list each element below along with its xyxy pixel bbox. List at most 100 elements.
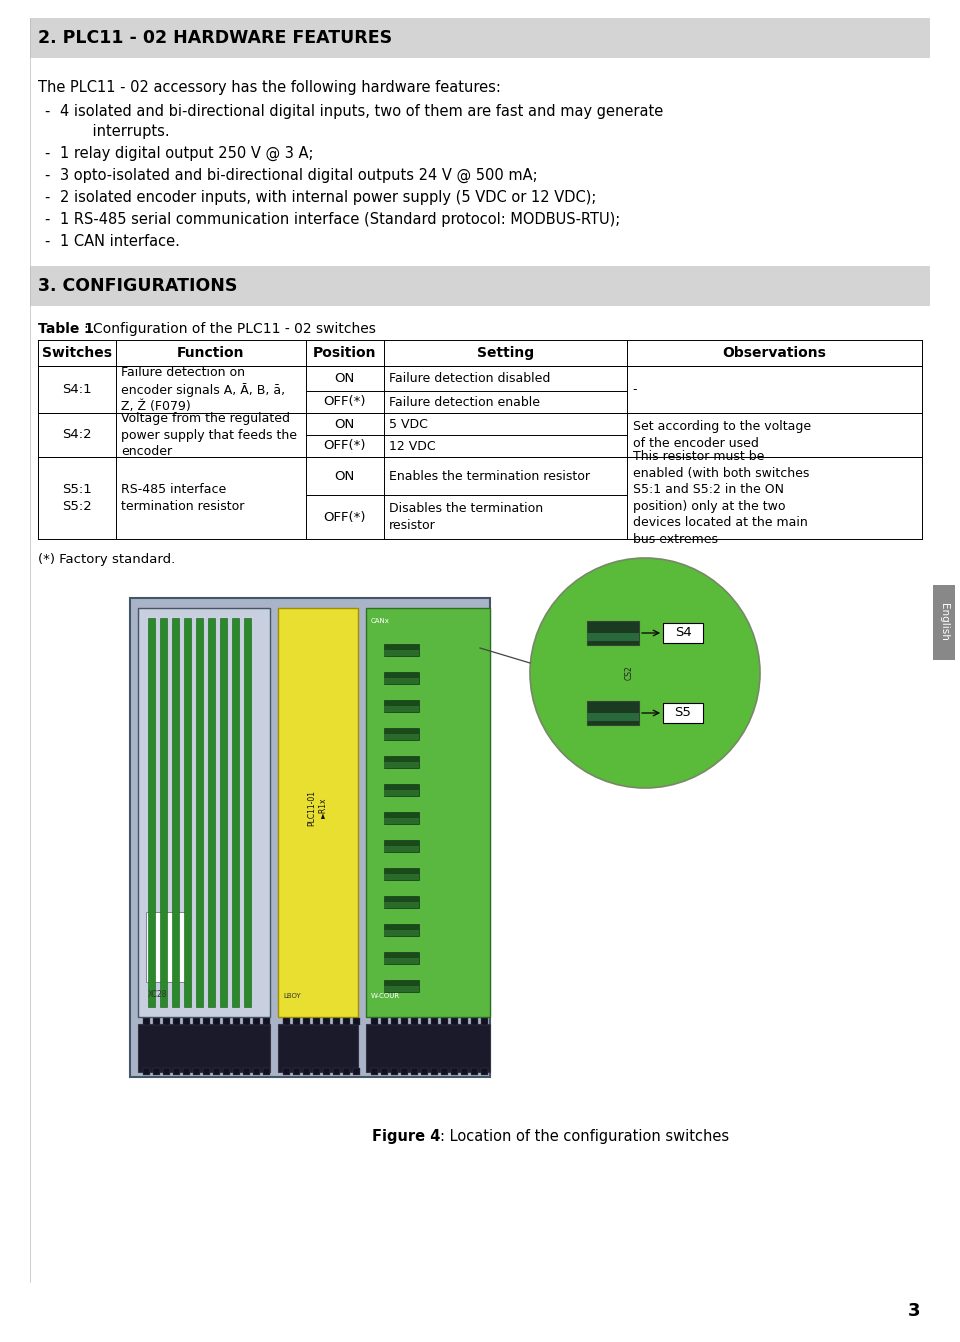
Bar: [481, 1019, 488, 1025]
Bar: [153, 1068, 160, 1075]
Bar: [384, 819, 419, 824]
Bar: [371, 1068, 378, 1075]
Bar: [411, 1068, 418, 1075]
Bar: [401, 1019, 408, 1025]
Text: S4:2: S4:2: [62, 428, 92, 442]
Bar: [263, 1068, 270, 1075]
Bar: [220, 619, 227, 1006]
Bar: [203, 1068, 210, 1075]
Bar: [481, 1068, 488, 1075]
Bar: [172, 619, 179, 1006]
Bar: [283, 1068, 290, 1075]
Bar: [153, 1019, 160, 1025]
Bar: [384, 701, 419, 713]
Bar: [381, 1019, 388, 1025]
Bar: [213, 1019, 220, 1025]
Bar: [183, 1019, 190, 1025]
Text: -: -: [44, 234, 49, 250]
Text: 5 VDC: 5 VDC: [389, 417, 427, 431]
Text: OFF(*): OFF(*): [324, 510, 366, 523]
Circle shape: [530, 558, 760, 788]
Bar: [343, 1019, 350, 1025]
Bar: [333, 1019, 340, 1025]
Bar: [587, 621, 639, 646]
Bar: [587, 633, 639, 641]
Bar: [244, 619, 251, 1006]
Bar: [384, 727, 419, 739]
Bar: [384, 756, 419, 768]
Bar: [381, 1068, 388, 1075]
Bar: [431, 1019, 438, 1025]
Text: Disables the termination
resistor: Disables the termination resistor: [389, 502, 542, 531]
Bar: [421, 1019, 428, 1025]
Bar: [143, 1068, 150, 1075]
Text: ON: ON: [335, 372, 355, 385]
Bar: [384, 958, 419, 964]
Text: ON: ON: [335, 470, 355, 483]
Bar: [173, 1068, 180, 1075]
Text: Setting: Setting: [476, 346, 534, 360]
Bar: [148, 619, 155, 1006]
Text: CANx: CANx: [371, 619, 390, 624]
Bar: [461, 1068, 468, 1075]
Bar: [196, 619, 203, 1006]
Bar: [333, 1068, 340, 1075]
Bar: [30, 266, 930, 306]
Text: 1 RS-485 serial communication interface (Standard protocol: MODBUS-RTU);: 1 RS-485 serial communication interface …: [60, 212, 620, 227]
Bar: [391, 1068, 398, 1075]
Bar: [283, 1019, 290, 1025]
Text: -: -: [633, 382, 637, 396]
Text: RS-485 interface
termination resistor: RS-485 interface termination resistor: [121, 483, 244, 513]
Bar: [293, 1019, 300, 1025]
Bar: [663, 703, 703, 723]
Text: Function: Function: [177, 346, 245, 360]
Bar: [384, 845, 419, 852]
Text: 3 opto-isolated and bi-directional digital outputs 24 V @ 500 mA;: 3 opto-isolated and bi-directional digit…: [60, 168, 538, 184]
Bar: [384, 874, 419, 880]
Text: 12 VDC: 12 VDC: [389, 439, 435, 452]
Text: W-COUR: W-COUR: [371, 993, 400, 998]
Text: Table 1: Table 1: [38, 322, 94, 336]
Bar: [441, 1068, 448, 1075]
Text: Voltage from the regulated
power supply that feeds the
encoder: Voltage from the regulated power supply …: [121, 412, 297, 458]
Bar: [384, 840, 419, 852]
Bar: [401, 1068, 408, 1075]
Bar: [278, 1024, 358, 1072]
Bar: [384, 672, 419, 684]
Bar: [163, 1068, 170, 1075]
Bar: [243, 1019, 250, 1025]
Text: XC28: XC28: [148, 990, 167, 998]
Text: interrupts.: interrupts.: [74, 123, 170, 140]
Bar: [384, 734, 419, 739]
Bar: [384, 678, 419, 684]
Text: 3: 3: [907, 1302, 920, 1321]
Bar: [38, 413, 922, 458]
Bar: [366, 1024, 490, 1072]
Text: 2. PLC11 - 02 HARDWARE FEATURES: 2. PLC11 - 02 HARDWARE FEATURES: [38, 30, 392, 47]
Bar: [303, 1068, 310, 1075]
Text: Figure 4: Figure 4: [372, 1129, 440, 1143]
Bar: [278, 608, 358, 1017]
Bar: [384, 925, 419, 935]
Bar: [421, 1068, 428, 1075]
Bar: [384, 868, 419, 880]
Text: English: English: [939, 603, 949, 641]
Bar: [253, 1019, 260, 1025]
Bar: [384, 812, 419, 824]
Bar: [130, 599, 490, 1078]
Bar: [431, 1068, 438, 1075]
Bar: [441, 1019, 448, 1025]
Bar: [173, 1019, 180, 1025]
Text: S5: S5: [675, 706, 691, 719]
Text: Enables the termination resistor: Enables the termination resistor: [389, 470, 589, 483]
Bar: [293, 1068, 300, 1075]
Text: : Configuration of the PLC11 - 02 switches: : Configuration of the PLC11 - 02 switch…: [84, 322, 375, 336]
Text: ON: ON: [335, 417, 355, 431]
Text: LBOY: LBOY: [283, 993, 300, 998]
Bar: [223, 1019, 230, 1025]
Bar: [353, 1068, 360, 1075]
Bar: [253, 1068, 260, 1075]
Bar: [223, 1068, 230, 1075]
Bar: [313, 1068, 320, 1075]
Text: CS2: CS2: [625, 666, 634, 680]
